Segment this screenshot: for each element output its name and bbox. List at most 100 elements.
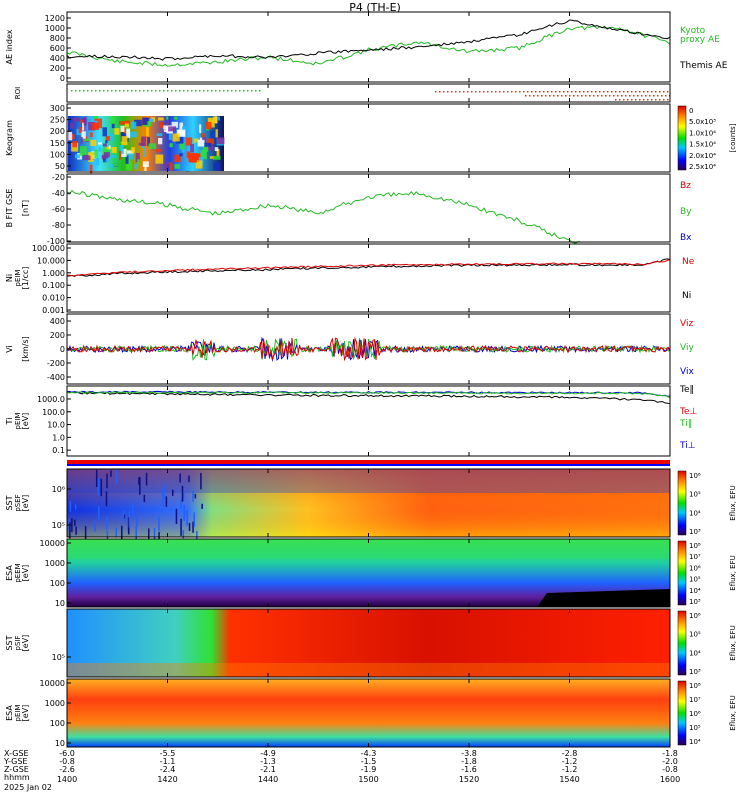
temperature-te-par-line (66, 391, 671, 399)
roi-dot (543, 91, 545, 93)
keogram-pixel (216, 148, 220, 157)
keogram-pixel (121, 148, 127, 157)
roi-dot (259, 90, 261, 92)
ae-ytick-label: 1200 (45, 14, 65, 23)
roi-dot (631, 91, 633, 93)
velocity-legend-2: Vix (680, 367, 694, 377)
sst-e-noise (127, 517, 130, 532)
keogram-pixel (105, 136, 111, 141)
density-ytick-label: 10.000 (37, 256, 65, 265)
sst-e-noise (106, 530, 109, 542)
keogram-ytick-label: 150 (50, 139, 65, 148)
roi-dot (71, 90, 73, 92)
roi-dot (569, 95, 571, 97)
keogram-pixel (120, 125, 125, 132)
xgse-value: -3.8 (461, 749, 477, 758)
keogram-pixel (86, 116, 94, 119)
roi-dot (537, 95, 539, 97)
zgse-value: -1.6 (461, 765, 477, 774)
roi-dot (119, 90, 121, 92)
sst-e-noise (192, 521, 194, 533)
keogram-pixel (174, 154, 181, 163)
sst-e-noise (74, 504, 77, 510)
roi-dot (135, 90, 137, 92)
sst-e-noise (180, 518, 182, 536)
keogram-pixel (135, 152, 140, 163)
keogram-pixel (109, 133, 114, 142)
keogram-pixel (98, 147, 102, 152)
roi-dot (199, 90, 201, 92)
roi-dot (187, 90, 189, 92)
roi-dot (621, 95, 623, 97)
keogram-cbar-tick: 1.0x10⁴ (689, 129, 716, 137)
roi-dot (123, 90, 125, 92)
roi-dot (95, 90, 97, 92)
roi-dot (255, 90, 257, 92)
keogram-pixel (83, 138, 91, 142)
ae-legend-themis: Themis AE (679, 61, 728, 71)
roi-dot (175, 90, 177, 92)
keogram-pixel (110, 155, 117, 158)
sst-e-ylabel: SST (5, 495, 14, 510)
keogram-pixel (179, 122, 184, 131)
sst-e-noise (188, 523, 191, 531)
zgse-value: -1.9 (361, 765, 377, 774)
keogram-pixel (111, 163, 119, 167)
sst-e-noise (71, 518, 73, 533)
zgse-value: -1.2 (562, 765, 578, 774)
date-label: 2025 Jan 02 (4, 783, 52, 792)
sst_e-spectrogram-overlay (67, 469, 670, 537)
sst-e-noise (143, 494, 146, 503)
keogram-pixel (70, 122, 75, 129)
esa_e-cbar-tick: 10⁴ (689, 587, 701, 595)
roi-dot (663, 91, 665, 93)
keogram-pixel (199, 124, 202, 134)
keogram-pixel (125, 161, 133, 171)
roi-dot (667, 99, 669, 101)
row-label-xgse: X-GSE (4, 749, 29, 758)
roi-dot (483, 91, 485, 93)
time-axis: -6.0-0.8-2.61400-5.5-1.1-2.41420-4.9-1.3… (57, 749, 680, 784)
roi-dot (593, 95, 595, 97)
sst-e-noise (182, 492, 185, 501)
sst-e-noise (139, 476, 141, 495)
roi-dot (207, 90, 209, 92)
time-tick-label: 1420 (157, 775, 177, 784)
keogram-pixel (213, 162, 221, 171)
sst-i-yunit: [eV] (21, 635, 30, 652)
ygse-value: -1.3 (260, 757, 276, 766)
roi-dot (647, 91, 649, 93)
roi-dot (539, 91, 541, 93)
roi-dot (633, 95, 635, 97)
keogram-pixel (156, 133, 163, 136)
roi-dot (239, 90, 241, 92)
roi-dot (523, 91, 525, 93)
time-tick-label: 1500 (358, 775, 378, 784)
keogram-pixel (163, 129, 169, 133)
sst-e-noise (84, 526, 87, 539)
sst-e-noise (138, 477, 140, 485)
roi-dot (583, 91, 585, 93)
keogram-ytick-label: 300 (50, 104, 65, 113)
density-ni-line (67, 258, 671, 277)
roi-dot (87, 90, 89, 92)
roi-dot (647, 99, 649, 101)
roi-dot (511, 91, 513, 93)
roi-dot (549, 95, 551, 97)
keogram-pixel (169, 162, 173, 171)
roi-dot (215, 90, 217, 92)
keogram-pixel (204, 142, 212, 147)
keogram-cbar-tick: 1.5x10⁴ (689, 141, 716, 149)
roi-dot (463, 91, 465, 93)
roi-dot (657, 95, 659, 97)
xgse-value: -2.8 (562, 749, 578, 758)
sst-e-noise (194, 493, 197, 499)
sst-e-noise (105, 491, 108, 507)
sst_e-cbar-tick: 10³ (689, 528, 701, 536)
roi-dot (211, 90, 213, 92)
keogram-pixel (90, 132, 93, 138)
roi-dot (471, 91, 473, 93)
roi-dot (577, 95, 579, 97)
sst-i-ylabel: SST (5, 635, 14, 650)
temperature-ytick-label: 100.0 (42, 408, 65, 417)
